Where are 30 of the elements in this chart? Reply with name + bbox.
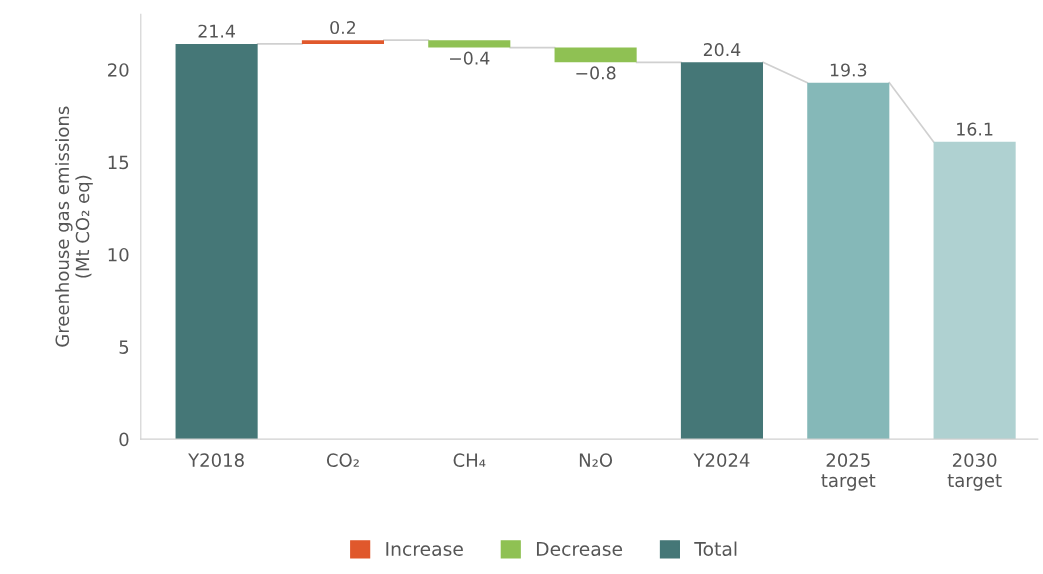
data-label: 21.4 bbox=[198, 24, 235, 38]
bar bbox=[428, 40, 511, 48]
data-label: 16.1 bbox=[957, 122, 993, 136]
legend-label: Decrease bbox=[536, 542, 623, 557]
x-tick-label: 2025 target bbox=[821, 453, 876, 491]
x-tick-label: Y2018 bbox=[188, 453, 244, 467]
x-tick-label: CO₂ bbox=[326, 453, 359, 467]
y-tick-label: 0 bbox=[119, 432, 129, 447]
data-label: 19.3 bbox=[830, 63, 867, 77]
bar bbox=[175, 43, 258, 440]
bar bbox=[554, 47, 637, 63]
data-label: −0.8 bbox=[576, 66, 616, 80]
data-label: 20.4 bbox=[703, 43, 741, 57]
y-tick-label: 5 bbox=[119, 340, 129, 354]
legend-label: Total bbox=[694, 541, 737, 557]
x-tick-label: Y2024 bbox=[693, 453, 750, 467]
y-tick-label: 10 bbox=[108, 247, 129, 262]
x-tick-label: CH₄ bbox=[453, 453, 486, 467]
y-tick-label: 20 bbox=[108, 63, 129, 77]
bar bbox=[933, 141, 1016, 440]
x-tick-label: N₂O bbox=[579, 453, 613, 467]
y-tick-label: 15 bbox=[108, 155, 129, 170]
bar bbox=[807, 82, 890, 440]
data-label: −0.4 bbox=[450, 51, 490, 65]
bar bbox=[680, 62, 764, 440]
legend-label: Increase bbox=[386, 542, 463, 557]
bar bbox=[301, 40, 384, 44]
data-label: 0.2 bbox=[330, 20, 356, 35]
y-axis-title: Greenhouse gas emissions (Mt CO₂ eq) bbox=[55, 106, 93, 347]
x-tick-label: 2030 target bbox=[947, 453, 1002, 491]
